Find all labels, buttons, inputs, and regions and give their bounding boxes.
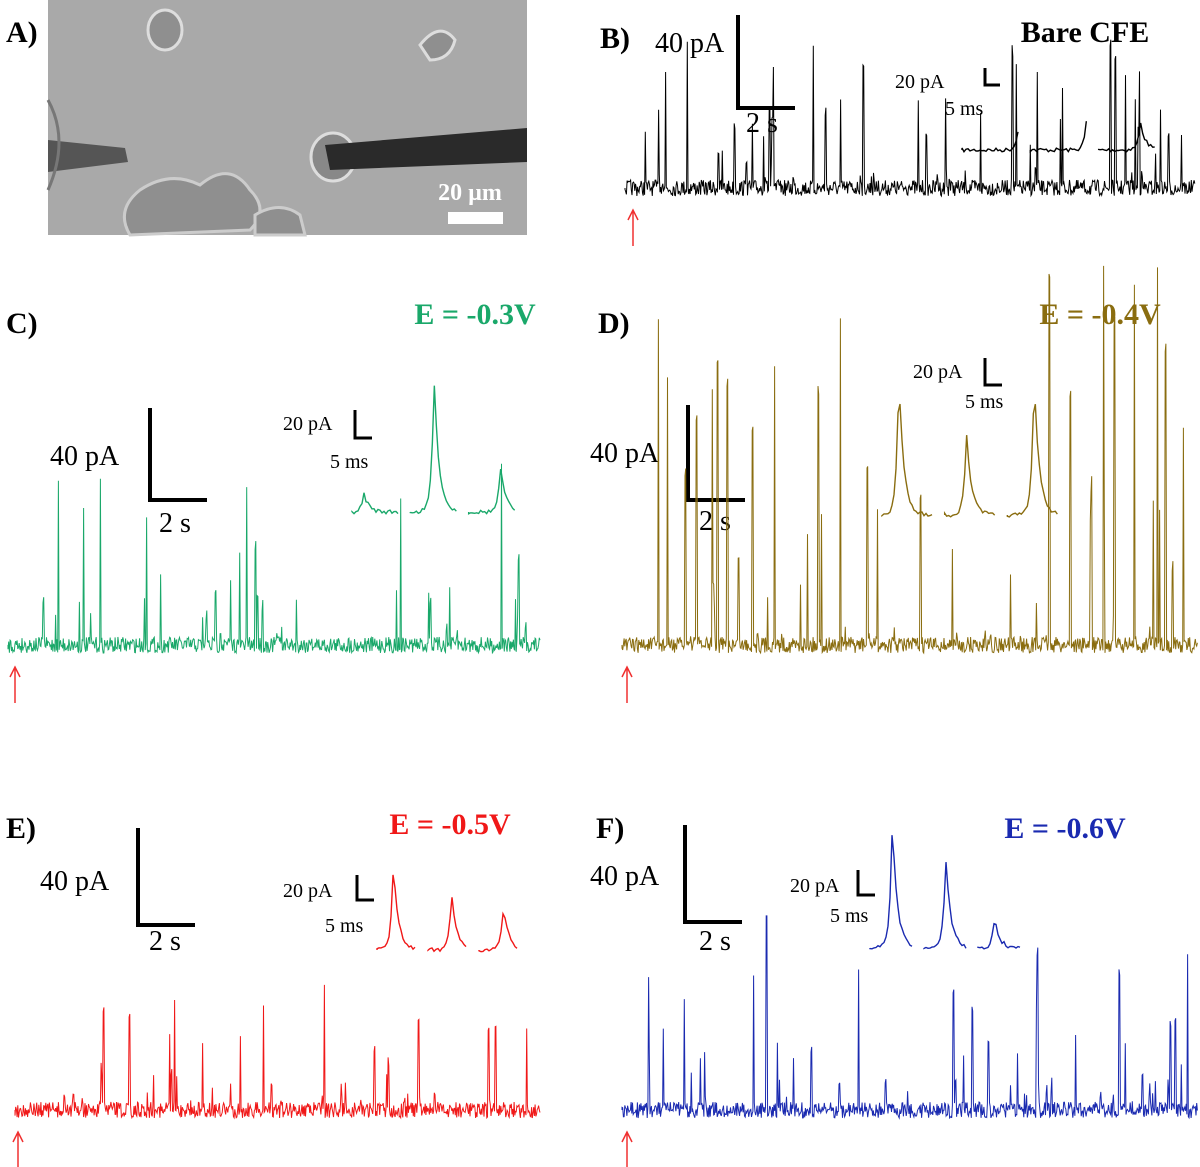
condition: E = -0.6V xyxy=(1004,812,1126,845)
condition: Bare CFE xyxy=(1021,16,1150,49)
panel: C) E = -0.3V 40 pA 2 s 20 pA 5 ms xyxy=(6,298,541,703)
panel-label: C) xyxy=(6,307,38,340)
panel: D) E = -0.4V 40 pA 2 s 20 pA5 ms xyxy=(590,265,1198,703)
inset-scale-x-label: 5 ms xyxy=(830,905,869,927)
inset-scale-x-label: 5 ms xyxy=(330,451,369,473)
scale-bar xyxy=(148,408,207,502)
inset-trace xyxy=(881,403,1058,518)
inset-scale-y-label: 20 pA xyxy=(790,875,840,897)
panel-label: D) xyxy=(598,307,630,340)
stimulus-arrow xyxy=(9,665,21,703)
inset-scale-bar xyxy=(856,870,875,897)
condition: E = -0.3V xyxy=(414,298,536,331)
scale-x-label: 2 s xyxy=(149,926,181,957)
trace xyxy=(624,39,1196,198)
inset-scale-bar xyxy=(355,875,374,902)
scale-y-label: 40 pA xyxy=(590,438,660,469)
scale-x-label: 2 s xyxy=(159,508,191,539)
scale-y-label: 40 pA xyxy=(590,861,660,892)
inset-scale-bar xyxy=(983,358,1002,387)
inset-trace xyxy=(351,385,516,515)
scale-bar xyxy=(136,828,195,927)
stimulus-arrow xyxy=(627,208,639,246)
scale-x-label: 2 s xyxy=(699,926,731,957)
scale-bar xyxy=(686,405,745,502)
scale-bar xyxy=(683,825,742,924)
scale-x-label: 2 s xyxy=(699,506,731,537)
inset-scale-x-label: 5 ms xyxy=(965,391,1004,413)
inset-scale-bar xyxy=(353,410,372,440)
inset-scale-y-label: 20 pA xyxy=(913,361,963,383)
trace xyxy=(621,265,1198,655)
trace xyxy=(7,463,541,655)
inset-scale-bar xyxy=(983,68,1000,87)
trace xyxy=(14,984,541,1120)
condition: E = -0.5V xyxy=(389,808,511,841)
stimulus-arrow xyxy=(621,665,633,703)
inset-trace xyxy=(869,835,1021,950)
panel: E) E = -0.5V 40 pA 2 s 20 pA 5 ms xyxy=(6,808,541,1167)
stimulus-arrow xyxy=(621,1130,633,1167)
micrograph xyxy=(46,0,527,237)
inset-trace xyxy=(376,874,518,953)
scale-bar-label: 20 µm xyxy=(438,180,502,206)
inset-scale-x-label: 5 ms xyxy=(945,98,984,120)
trace xyxy=(621,915,1198,1120)
panel-label: B) xyxy=(600,22,630,55)
inset-scale-y-label: 20 pA xyxy=(895,71,945,93)
condition: E = -0.4V xyxy=(1039,298,1161,331)
scale-y-label: 40 pA xyxy=(655,28,725,59)
scale-y-label: 40 pA xyxy=(40,866,110,897)
panel-label: F) xyxy=(596,812,624,845)
inset-scale-y-label: 20 pA xyxy=(283,413,333,435)
inset-scale-x-label: 5 ms xyxy=(325,915,364,937)
stimulus-arrow xyxy=(12,1130,24,1167)
scale-y-label: 40 pA xyxy=(50,441,120,472)
scale-bar xyxy=(736,15,795,110)
inset-scale-y-label: 20 pA xyxy=(283,880,333,902)
panel-label: E) xyxy=(6,812,36,845)
panel-label: A) xyxy=(6,16,38,49)
panel: F) E = -0.6V 40 pA 2 s 20 pA 5 ms xyxy=(590,812,1198,1167)
